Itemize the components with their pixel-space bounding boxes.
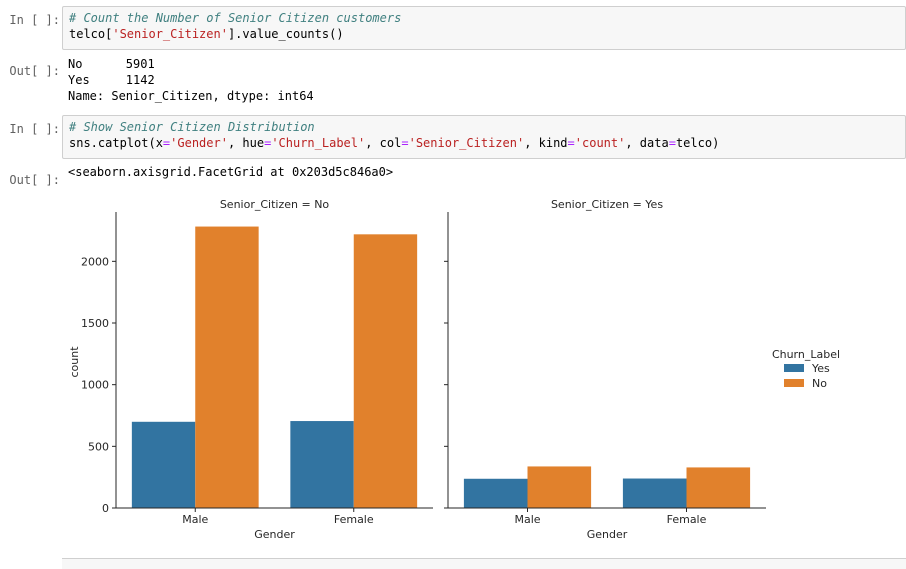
facet-bar-chart: Senior_Citizen = No Male Female Gender 0 500 1… xyxy=(68,198,840,541)
output-line: Name: Senior_Citizen, dtype: int64 xyxy=(68,89,314,103)
y-tick-label: 2000 xyxy=(81,255,109,268)
code-line-1a: telco[ xyxy=(69,27,113,41)
output-line: Yes 1142 xyxy=(68,73,155,87)
y-tick-label: 500 xyxy=(88,440,109,453)
input-prompt-2: In [ ]: xyxy=(9,122,60,136)
output-block-1: No 5901 Yes 1142 Name: Senior_Citizen, d… xyxy=(68,56,314,104)
bar-yes-male xyxy=(463,478,528,508)
bar-yes-male xyxy=(131,421,196,508)
y-tick-label: 1000 xyxy=(81,379,109,392)
y-axis-label: count xyxy=(68,346,81,378)
y-tick-label: 0 xyxy=(102,502,109,515)
code-comment-1: # Count the Number of Senior Citizen cus… xyxy=(69,11,402,25)
facet-title: Senior_Citizen = Yes xyxy=(551,198,663,211)
x-tick-label: Male xyxy=(182,513,208,526)
code-cell-2[interactable]: # Show Senior Citizen Distribution sns.c… xyxy=(62,115,906,159)
legend-swatch-yes xyxy=(784,364,804,372)
legend-title: Churn_Label xyxy=(772,348,840,361)
x-tick-label: Female xyxy=(667,513,707,526)
facet-title: Senior_Citizen = No xyxy=(220,198,330,211)
bar-no-female xyxy=(353,234,418,508)
y-tick-label: 1500 xyxy=(81,317,109,330)
bar-no-male xyxy=(195,226,259,508)
code-line-1b: 'Senior_Citizen' xyxy=(112,27,228,41)
bar-yes-female xyxy=(290,421,354,508)
x-axis-label: Gender xyxy=(254,528,295,541)
output-prompt-2: Out[ ]: xyxy=(9,173,60,187)
legend-label-yes: Yes xyxy=(811,362,830,375)
output-prompt-1: Out[ ]: xyxy=(9,64,60,78)
bar-yes-female xyxy=(622,478,687,508)
code-comment-2: # Show Senior Citizen Distribution xyxy=(69,120,315,134)
legend-swatch-no xyxy=(784,379,804,387)
x-tick-label: Male xyxy=(514,513,540,526)
output-line: No 5901 xyxy=(68,57,155,71)
bar-no-male xyxy=(527,466,592,508)
input-prompt-1: In [ ]: xyxy=(9,13,60,27)
code-line-1c: ].value_counts() xyxy=(227,27,344,41)
code-cell-1[interactable]: # Count the Number of Senior Citizen cus… xyxy=(62,6,906,50)
legend-label-no: No xyxy=(812,377,827,390)
output-line-facetgrid: <seaborn.axisgrid.FacetGrid at 0x203d5c8… xyxy=(68,165,394,179)
next-cell[interactable] xyxy=(62,558,906,569)
x-axis-label: Gender xyxy=(587,528,628,541)
bar-no-female xyxy=(686,467,751,508)
x-tick-label: Female xyxy=(334,513,374,526)
code-line-2: sns.catplot(x='Gender', hue='Churn_Label… xyxy=(69,136,720,150)
